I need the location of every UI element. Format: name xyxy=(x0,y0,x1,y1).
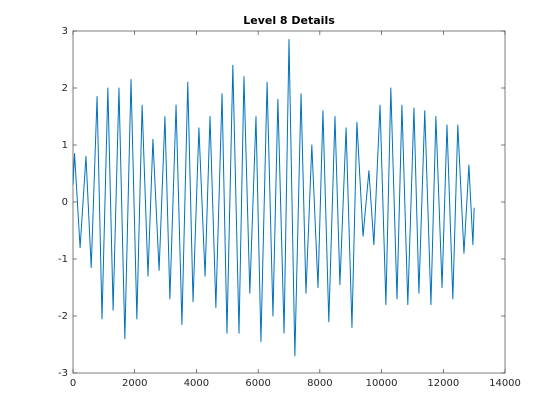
y-tick-label: -1 xyxy=(58,254,68,265)
y-tick-label: 2 xyxy=(62,83,68,94)
x-tick-label: 0 xyxy=(70,378,76,389)
chart-title: Level 8 Details xyxy=(243,14,335,27)
x-tick-label: 12000 xyxy=(427,378,459,389)
y-tick-label: 3 xyxy=(62,26,68,37)
y-tick-label: -3 xyxy=(58,368,68,379)
y-tick-label: 0 xyxy=(62,197,68,208)
y-tick-label: 1 xyxy=(62,140,68,151)
x-tick-label: 14000 xyxy=(489,378,521,389)
x-tick-label: 2000 xyxy=(122,378,147,389)
plot-area xyxy=(72,30,506,374)
x-tick-label: 8000 xyxy=(307,378,332,389)
x-tick-label: 6000 xyxy=(245,378,270,389)
x-tick-label: 4000 xyxy=(184,378,209,389)
y-tick-label: -2 xyxy=(58,311,68,322)
line-series xyxy=(72,39,475,357)
x-tick-label: 10000 xyxy=(366,378,398,389)
